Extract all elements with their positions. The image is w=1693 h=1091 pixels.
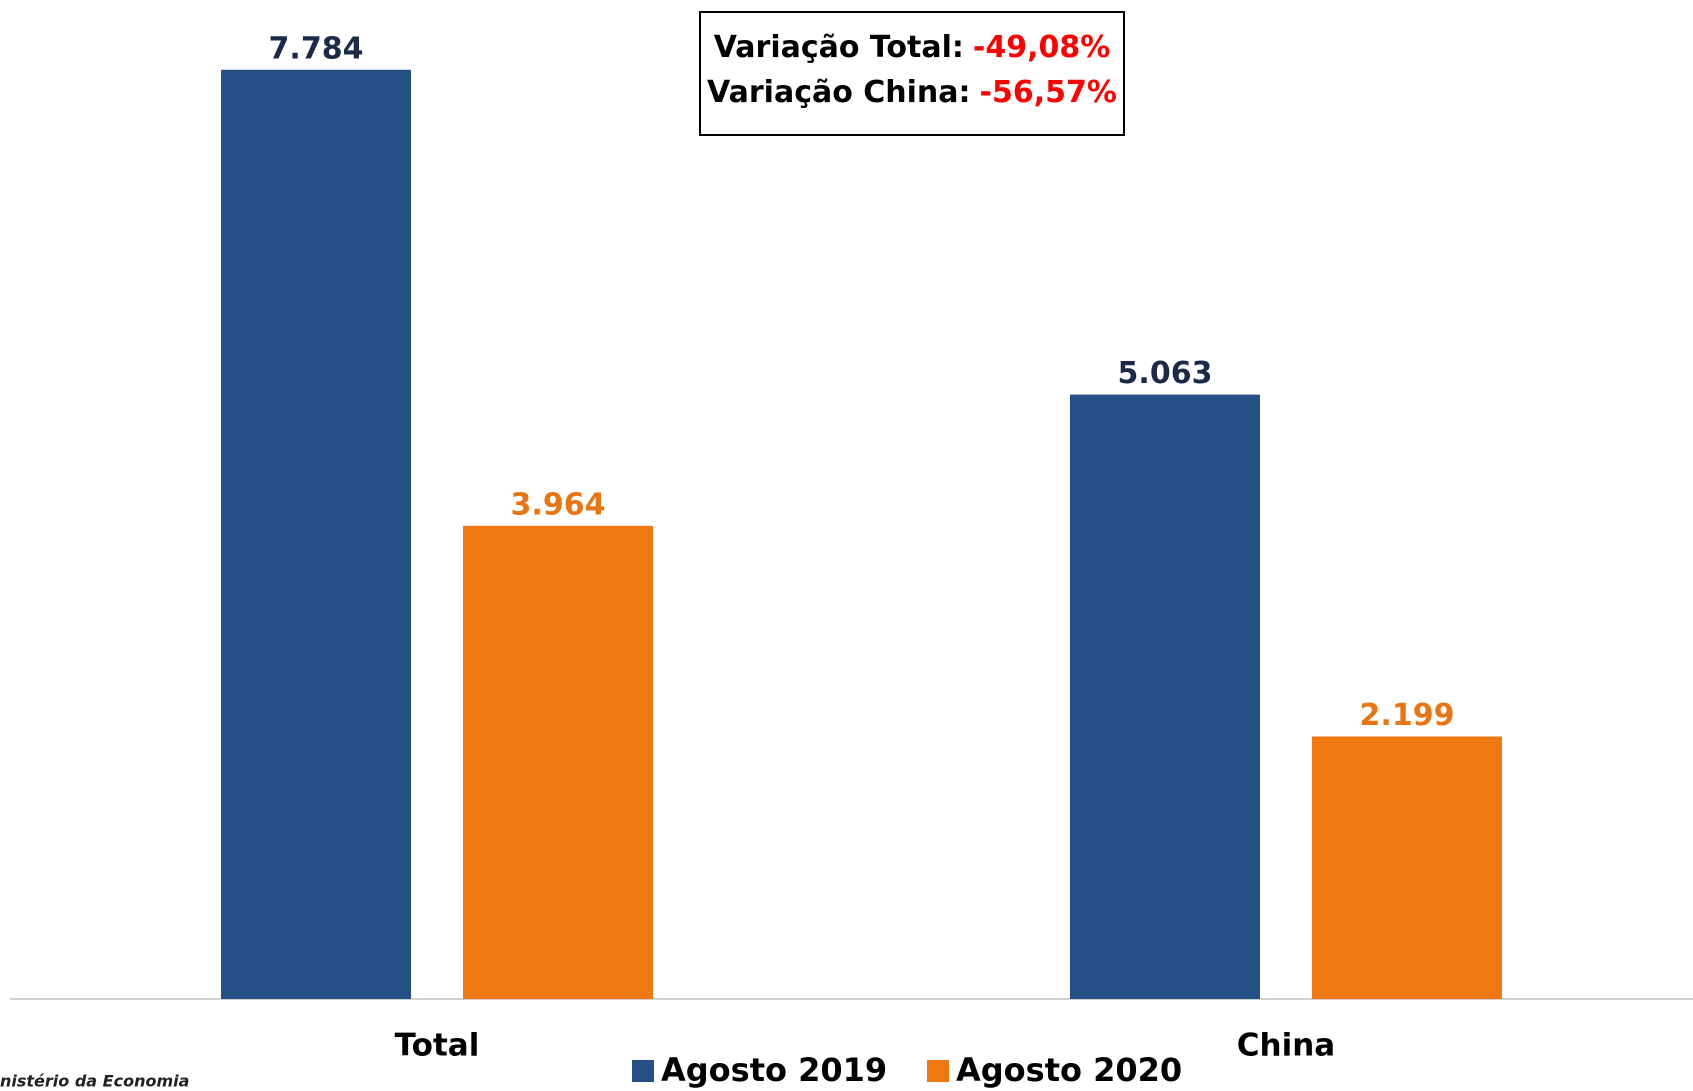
annotation-line: Variação Total: -49,08%: [714, 30, 1111, 65]
source: nistério da Economia: [0, 1072, 189, 1091]
legend-label: Agosto 2019: [661, 1051, 887, 1089]
annotation-label: Variação China:: [707, 75, 970, 110]
bar: [463, 525, 653, 999]
value-label: 5.063: [1118, 356, 1213, 391]
value-label: 7.784: [269, 31, 364, 66]
x-tick-label: China: [1237, 1028, 1335, 1064]
annotation-value: -56,57%: [980, 75, 1117, 110]
annotation-value: -49,08%: [973, 30, 1110, 65]
legend-swatch: [927, 1060, 949, 1082]
annotation-line: Variação China: -56,57%: [707, 75, 1117, 110]
value-label: 3.964: [511, 487, 606, 522]
annotation-box: [699, 11, 1125, 136]
legend-swatch: [632, 1060, 654, 1082]
legend-label: Agosto 2020: [956, 1051, 1182, 1089]
value-label: 2.199: [1360, 698, 1455, 733]
bar: [1312, 736, 1502, 999]
bar: [1070, 394, 1260, 999]
bar: [221, 69, 411, 999]
x-tick-label: Total: [395, 1028, 480, 1064]
annotation-label: Variação Total:: [714, 30, 964, 65]
